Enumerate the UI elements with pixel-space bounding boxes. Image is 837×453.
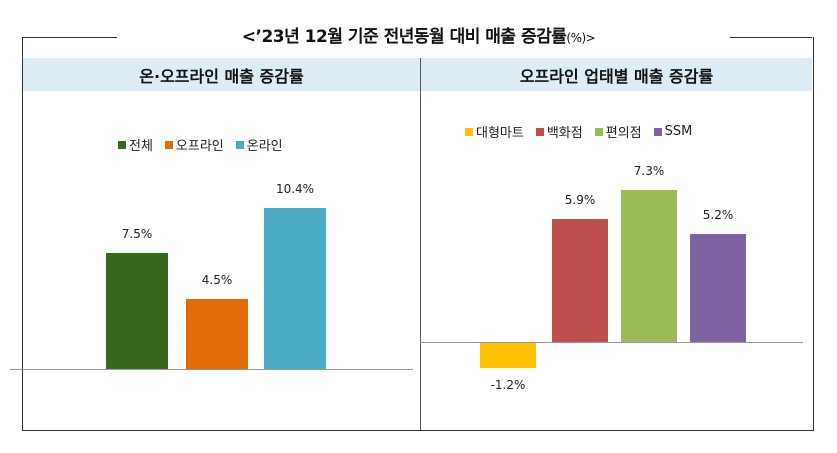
- title-text: <’23년 12월 기준 전년동월 대비 매출 증감률: [241, 27, 567, 47]
- legend-label: 전체: [129, 139, 153, 154]
- left-chart-title: 온·오프라인 매출 증감률: [139, 67, 304, 86]
- legend-swatch: [235, 140, 244, 149]
- legend-item: 오프라인: [164, 135, 224, 154]
- frame: [22, 37, 814, 431]
- data-label: 10.4%: [275, 181, 315, 196]
- right-chart-title: 오프라인 업태별 매출 증감률: [519, 67, 714, 86]
- legend: 전체 오프라인 온라인: [118, 135, 283, 154]
- legend-label: 대형마트: [476, 126, 524, 141]
- data-label: 4.5%: [201, 273, 233, 288]
- legend-item: 전체: [118, 135, 153, 154]
- legend-label: SSM: [664, 124, 693, 139]
- bar-편의점: [621, 190, 677, 342]
- legend-swatch: [164, 140, 173, 149]
- data-label: 7.5%: [121, 226, 153, 241]
- bar-대형마트: [480, 343, 536, 368]
- bar-백화점: [552, 219, 608, 342]
- legend-swatch: [594, 127, 603, 136]
- legend-item: 온라인: [235, 135, 283, 154]
- x-axis-line: [10, 369, 413, 370]
- bar-온라인: [264, 207, 326, 369]
- legend-swatch: [118, 140, 126, 149]
- legend-swatch: [465, 127, 473, 136]
- bar-오프라인: [186, 299, 248, 369]
- legend-item: 대형마트: [465, 122, 524, 141]
- legend-label: 오프라인: [175, 139, 224, 154]
- legend-item: 편의점: [594, 122, 642, 141]
- data-label: 5.2%: [702, 207, 734, 222]
- legend-swatch: [653, 127, 662, 136]
- legend-swatch: [535, 127, 544, 136]
- frame-top-right: [730, 37, 812, 38]
- data-label: 5.9%: [564, 193, 596, 208]
- bar-전체: [106, 252, 168, 369]
- x-axis-line: [420, 342, 803, 343]
- data-label: 7.3%: [633, 164, 665, 179]
- legend-item: SSM: [653, 122, 693, 141]
- bar-SSM: [690, 233, 746, 342]
- frame-top-left: [22, 37, 117, 38]
- data-label: -1.2%: [490, 377, 526, 392]
- divider: [420, 58, 421, 430]
- page-title: <’23년 12월 기준 전년동월 대비 매출 증감률(%)>: [0, 22, 837, 47]
- legend: 대형마트 백화점 편의점 SSM: [465, 122, 692, 141]
- legend-item: 백화점: [535, 122, 583, 141]
- title-unit: (%)>: [566, 31, 596, 45]
- legend-label: 온라인: [246, 139, 283, 154]
- header-band: [23, 58, 812, 91]
- legend-label: 백화점: [546, 126, 583, 141]
- legend-label: 편의점: [605, 126, 642, 141]
